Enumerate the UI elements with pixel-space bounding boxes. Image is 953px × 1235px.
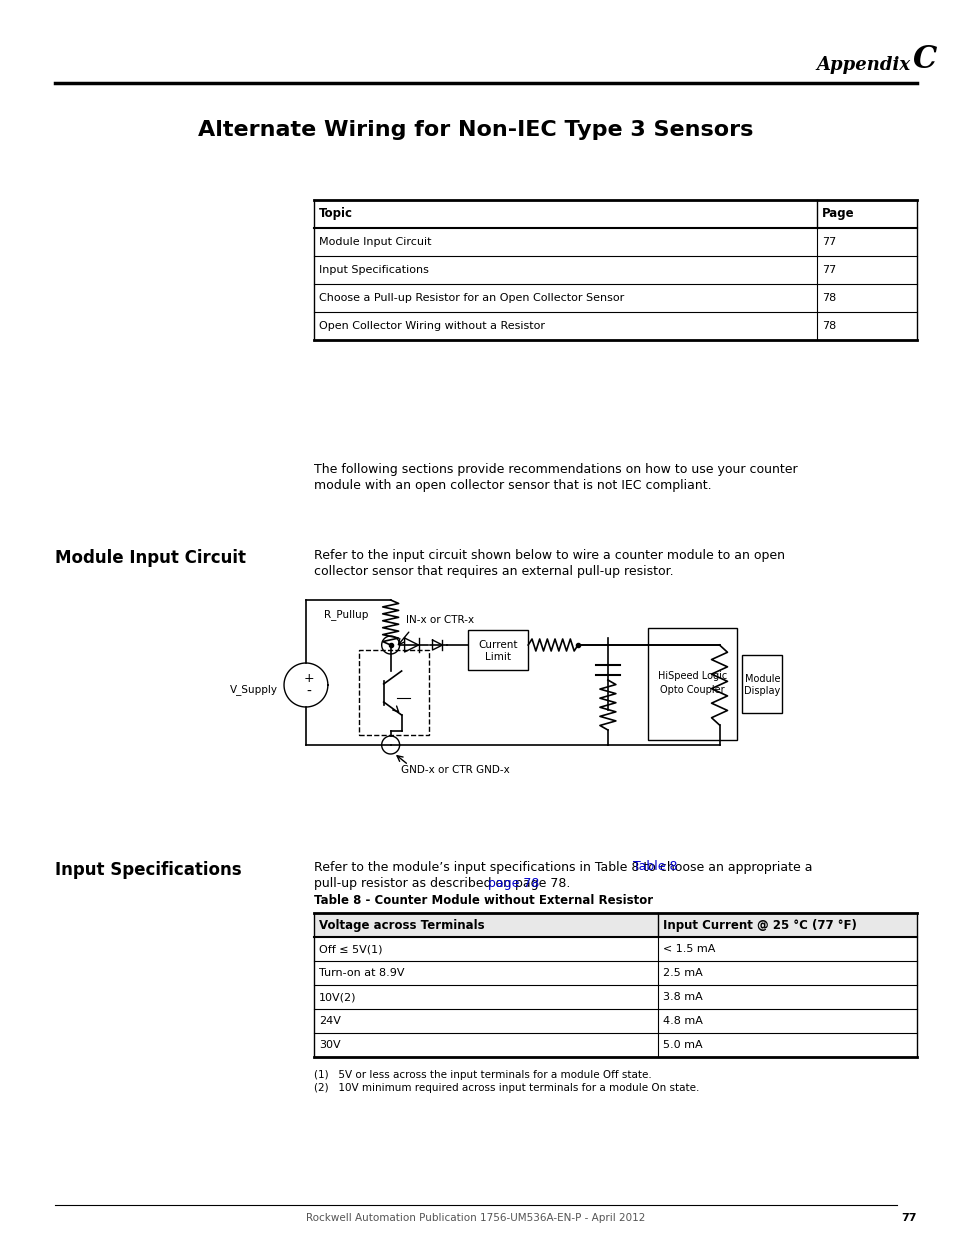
Text: Opto Coupler: Opto Coupler <box>659 685 724 695</box>
Text: Turn-on at 8.9V: Turn-on at 8.9V <box>318 968 404 978</box>
Text: Open Collector Wiring without a Resistor: Open Collector Wiring without a Resistor <box>318 321 544 331</box>
Text: 30V: 30V <box>318 1040 340 1050</box>
Text: 78: 78 <box>821 321 836 331</box>
Text: Voltage across Terminals: Voltage across Terminals <box>318 919 484 931</box>
Text: Alternate Wiring for Non-IEC Type 3 Sensors: Alternate Wiring for Non-IEC Type 3 Sens… <box>197 120 752 140</box>
Text: module with an open collector sensor that is not IEC compliant.: module with an open collector sensor tha… <box>314 479 711 493</box>
Text: (2)   10V minimum required across input terminals for a module On state.: (2) 10V minimum required across input te… <box>314 1083 699 1093</box>
Text: 10V(2): 10V(2) <box>318 992 356 1002</box>
Text: 5.0 mA: 5.0 mA <box>662 1040 701 1050</box>
FancyBboxPatch shape <box>314 200 916 228</box>
Text: Refer to the input circuit shown below to wire a counter module to an open: Refer to the input circuit shown below t… <box>314 548 784 562</box>
Text: V_Supply: V_Supply <box>230 684 277 695</box>
Text: Refer to the module’s input specifications in Table 8 to choose an appropriate a: Refer to the module’s input specificatio… <box>314 861 812 873</box>
Text: 77: 77 <box>821 237 836 247</box>
Text: HiSpeed Logic: HiSpeed Logic <box>658 671 726 680</box>
Text: Module Input Circuit: Module Input Circuit <box>318 237 431 247</box>
Text: Rockwell Automation Publication 1756-UM536A-EN-P - April 2012: Rockwell Automation Publication 1756-UM5… <box>305 1213 644 1223</box>
Text: Input Current @ 25 °C (77 °F): Input Current @ 25 °C (77 °F) <box>662 919 856 931</box>
Text: Input Specifications: Input Specifications <box>318 266 428 275</box>
Text: collector sensor that requires an external pull-up resistor.: collector sensor that requires an extern… <box>314 564 673 578</box>
Text: 4.8 mA: 4.8 mA <box>662 1016 701 1026</box>
FancyBboxPatch shape <box>468 630 528 671</box>
Text: 3.8 mA: 3.8 mA <box>662 992 701 1002</box>
Text: 77: 77 <box>821 266 836 275</box>
Text: The following sections provide recommendations on how to use your counter: The following sections provide recommend… <box>314 463 797 477</box>
Text: Off ≤ 5V(1): Off ≤ 5V(1) <box>318 944 382 953</box>
Text: Module: Module <box>744 674 780 684</box>
FancyBboxPatch shape <box>741 655 781 713</box>
Text: Table 8 - Counter Module without External Resistor: Table 8 - Counter Module without Externa… <box>314 893 653 906</box>
Text: Limit: Limit <box>485 652 511 662</box>
Text: page 78: page 78 <box>488 877 539 889</box>
Text: pull-up resistor as described on page 78.: pull-up resistor as described on page 78… <box>314 877 570 889</box>
Text: 78: 78 <box>821 293 836 303</box>
Text: 2.5 mA: 2.5 mA <box>662 968 701 978</box>
Text: Module Input Circuit: Module Input Circuit <box>54 550 246 567</box>
Text: (1)   5V or less across the input terminals for a module Off state.: (1) 5V or less across the input terminal… <box>314 1070 651 1079</box>
Text: Page: Page <box>821 207 854 221</box>
FancyBboxPatch shape <box>647 629 737 740</box>
Text: C: C <box>912 44 936 75</box>
Text: GND-x or CTR GND-x: GND-x or CTR GND-x <box>400 764 509 776</box>
Text: -: - <box>306 685 311 699</box>
Text: Current: Current <box>478 640 517 650</box>
Text: R_Pullup: R_Pullup <box>324 609 369 620</box>
Text: < 1.5 mA: < 1.5 mA <box>662 944 715 953</box>
Text: Choose a Pull-up Resistor for an Open Collector Sensor: Choose a Pull-up Resistor for an Open Co… <box>318 293 623 303</box>
Text: Display: Display <box>743 685 780 697</box>
FancyBboxPatch shape <box>314 913 916 937</box>
Text: 24V: 24V <box>318 1016 340 1026</box>
Text: Appendix: Appendix <box>816 56 916 74</box>
Text: Topic: Topic <box>318 207 353 221</box>
Text: 77: 77 <box>901 1213 916 1223</box>
Text: +: + <box>303 672 314 684</box>
Text: Input Specifications: Input Specifications <box>54 861 241 879</box>
Text: IN-x or CTR-x: IN-x or CTR-x <box>405 615 474 625</box>
Text: Table 8: Table 8 <box>632 861 677 873</box>
